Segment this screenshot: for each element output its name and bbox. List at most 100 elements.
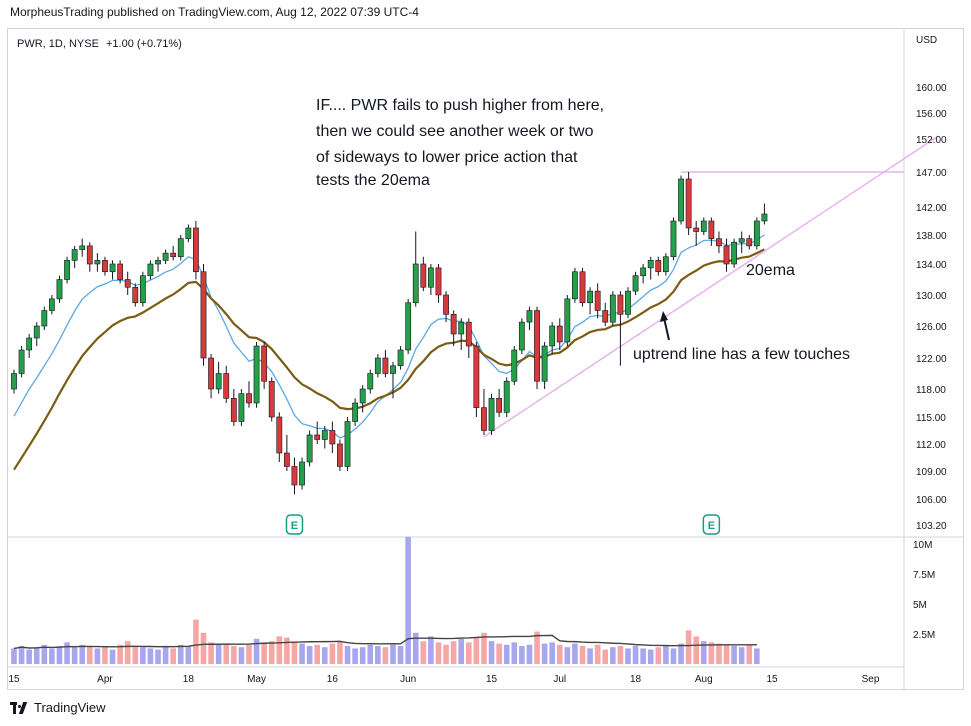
volume-bar [208,642,214,664]
volume-bar [397,646,404,664]
candle-body [215,373,222,390]
candle-body [693,227,700,232]
candle-body [124,279,131,288]
candle-body [465,321,472,347]
candle-body [700,220,707,232]
volume-bar [670,648,677,664]
candle-body [556,325,563,343]
volume-bar [56,646,63,664]
candle-body [246,393,252,404]
candle-body [609,294,616,323]
candle-body [708,220,715,239]
volume-bar [329,643,336,664]
volume-tick-label: 2.5M [913,630,935,641]
candle-body [579,271,586,304]
volume-bar [738,647,745,664]
candle-body [685,178,692,229]
candle-body [450,314,457,335]
time-tick-label: 16 [327,674,339,685]
candle-body [526,310,533,323]
volume-bar [268,641,275,664]
volume-bar [276,636,283,664]
earnings-marker-icon[interactable]: E [285,514,304,535]
volume-bar [534,631,540,664]
volume-bar [549,642,555,664]
candle-body [147,263,154,276]
candle-body [329,430,336,445]
candle-body [132,286,139,304]
annotation-text: 20ema [746,262,795,279]
tradingview-footer[interactable]: TradingView [10,700,106,715]
volume-bar [231,646,237,664]
volume-bar [466,642,472,664]
time-tick-label: 15 [766,674,778,685]
time-tick-label: 15 [8,674,20,685]
candle-body [670,220,677,258]
volume-bar [193,619,199,664]
candle-body [299,461,305,486]
price-tick-label: 122.00 [916,354,947,365]
candle-body [534,310,540,382]
volume-bar [11,648,17,664]
volume-bar [337,641,343,664]
volume-bar [79,644,86,664]
volume-bar [215,644,222,664]
volume-bar [314,644,320,664]
volume-bar [109,649,116,664]
volume-bar [321,647,328,664]
candle-body [678,178,684,222]
volume-bar [155,649,161,664]
volume-bar [473,637,480,664]
candle-body [617,294,624,315]
volume-bar [617,646,624,664]
candle-body [314,434,321,440]
volume-bar [488,641,495,664]
volume-bar [102,647,108,664]
earnings-marker-icon[interactable]: E [702,514,721,535]
svg-text:E: E [291,520,298,532]
candle-body [405,302,412,351]
volume-bar [405,536,411,664]
annotation-text: IF.... PWR fails to push higher from her… [316,97,604,114]
time-tick-label: Sep [862,674,880,685]
candle-body [344,421,351,467]
candle-body [321,430,328,440]
candle-body [33,325,40,339]
volume-bar [428,636,434,664]
candle-body [86,245,93,265]
volume-bar [746,644,753,664]
candle-body [11,373,17,390]
overlay-lines-layer [13,135,940,471]
price-tick-label: 103.20 [916,521,947,532]
candle-body [511,349,518,382]
candle-body [761,213,768,222]
candle-body [306,434,313,463]
volume-bar [443,644,449,664]
time-tick-label: Jul [553,674,566,685]
volume-bar [511,642,518,664]
ema20-line [13,248,765,471]
volume-bar [693,636,699,664]
volume-average-line [13,634,757,650]
candle-body [412,263,419,304]
volume-bar [147,648,154,664]
legend-symbol: PWR, 1D, NYSE [17,38,99,50]
candle-body [632,275,639,292]
volume-bar [564,647,571,664]
time-tick-label: May [247,674,266,685]
price-tick-label: 126.00 [916,322,947,333]
uptrend-line[interactable] [483,135,940,438]
candle-body [723,245,730,265]
volume-bar [223,643,230,664]
time-tick-label: 18 [630,674,642,685]
volume-bar [18,646,25,664]
volume-bar [678,643,684,664]
volume-bar [367,644,374,664]
volume-bar [49,648,55,664]
volume-bar [420,641,427,664]
candle-body [458,321,465,335]
candle-body [374,357,381,374]
volume-bar [435,642,442,664]
candle-body [625,290,631,315]
